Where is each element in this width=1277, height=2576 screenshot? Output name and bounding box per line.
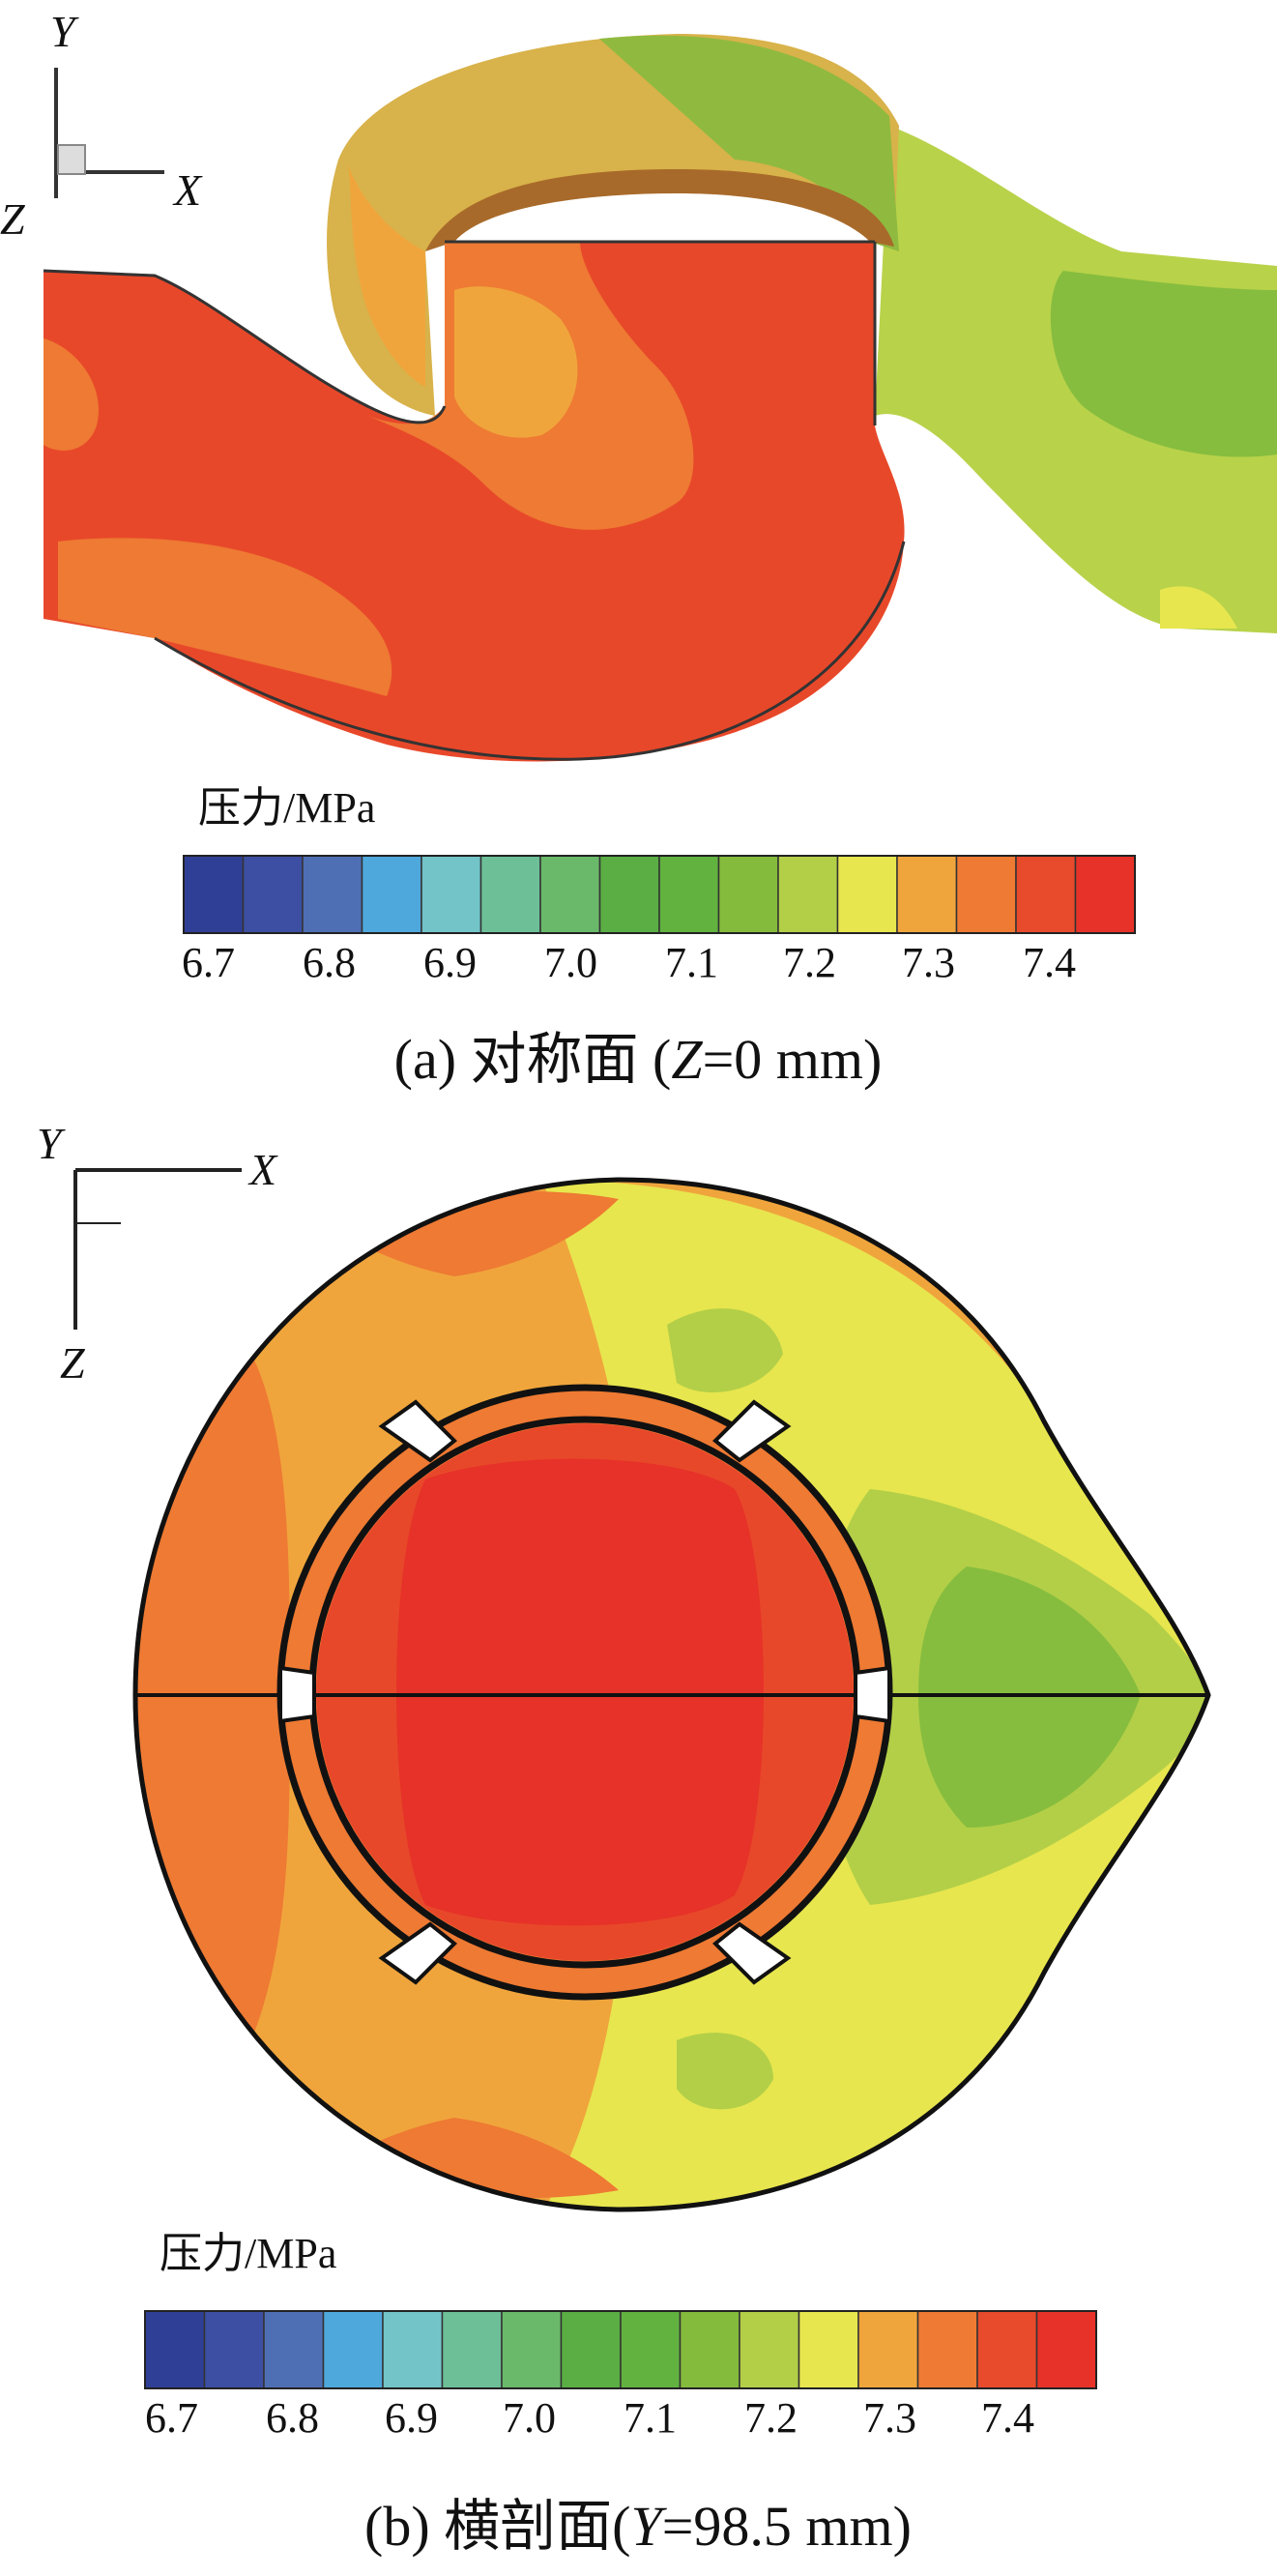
colorbar-a [183, 855, 1136, 934]
tick-a-6-8: 6.8 [303, 939, 356, 986]
caption-a: (a) 对称面 (Z=0 mm) [0, 1006, 1277, 1102]
colorbar-swatch [183, 855, 245, 934]
colorbar-swatch [777, 855, 839, 934]
legend-a: 压力/MPa 6.7 6.8 6.9 7.0 7.1 7.2 7.3 7.4 [0, 774, 1277, 1035]
colorbar-swatch [203, 2310, 265, 2389]
legend-b-svg: 压力/MPa 6.7 6.8 6.9 7.0 7.1 7.2 7.3 7.4 [144, 2230, 1097, 2442]
tick-b-7-2: 7.2 [744, 2394, 798, 2442]
inlet-body-lightorange [454, 286, 578, 438]
colorbar-swatch [322, 2310, 384, 2389]
panel-b-svg: Y X Z [37, 1119, 1211, 2212]
tick-b-7-1: 7.1 [624, 2394, 677, 2442]
axis-triad-b [73, 1168, 242, 1330]
colorbar-swatch [1035, 2310, 1097, 2389]
caption-b-svg: (b) 横剖面(Y=98.5 mm) [364, 2495, 912, 2558]
colorbar-swatch [857, 2310, 919, 2389]
colorbar-frame [183, 855, 1136, 934]
colorbar-swatch [560, 2310, 622, 2389]
panel-b: Y X Z [0, 1112, 1277, 2253]
colorbar-swatch [717, 855, 779, 934]
colorbar-b [144, 2310, 1097, 2389]
colorbar-swatch [501, 2310, 563, 2389]
outlet-channel-shade [1050, 271, 1277, 457]
axis-y-label: Y [50, 7, 79, 56]
volute-shell-orange [348, 164, 425, 387]
tick-a-6-9: 6.9 [423, 939, 477, 986]
colorbar-swatch [382, 2310, 444, 2389]
colorbar-swatch [361, 855, 422, 934]
colorbar-swatch [916, 2310, 978, 2389]
tick-b-6-9: 6.9 [385, 2394, 438, 2442]
colorbar-swatch [539, 855, 601, 934]
colorbar-swatch [658, 855, 720, 934]
legend-b-ticks: 6.7 6.8 6.9 7.0 7.1 7.2 7.3 7.4 [145, 2394, 1034, 2442]
inlet-body-left-patch [44, 338, 99, 451]
tick-b-6-7: 6.7 [145, 2394, 198, 2442]
legend-a-svg: 压力/MPa 6.7 6.8 6.9 7.0 7.1 7.2 7.3 7.4 [182, 784, 1136, 986]
colorbar-swatch [739, 2310, 800, 2389]
colorbar-frame [144, 2310, 1097, 2389]
ring-gaps [278, 1399, 891, 1985]
section-edges-a [43, 240, 906, 761]
colorbar-swatch [598, 855, 660, 934]
legend-b: 压力/MPa 6.7 6.8 6.9 7.0 7.1 7.2 7.3 7.4 [0, 2214, 1277, 2475]
tick-a-7-0: 7.0 [544, 939, 597, 986]
caption-b: (b) 横剖面(Y=98.5 mm) [0, 2475, 1277, 2572]
axis-x-label-b: X [247, 1145, 278, 1194]
tick-a-7-3: 7.3 [902, 939, 955, 986]
tick-b-7-4: 7.4 [981, 2394, 1034, 2442]
volute-shell-green [599, 35, 899, 251]
colorbar-swatch [976, 2310, 1038, 2389]
axis-triad-a [54, 68, 164, 198]
colorbar-swatch [798, 2310, 859, 2389]
colorbar-swatch [441, 2310, 503, 2389]
rotor-rim [425, 169, 894, 251]
colorbar-swatch [955, 855, 1017, 934]
legend-a-title: 压力/MPa [198, 784, 375, 832]
caption-b-text: (b) 横剖面(Y=98.5 mm) [364, 2495, 912, 2558]
colorbar-swatch [679, 2310, 740, 2389]
axis-y-label-b: Y [37, 1119, 66, 1168]
legend-a-ticks: 6.7 6.8 6.9 7.0 7.1 7.2 7.3 7.4 [182, 939, 1076, 986]
tick-a-7-1: 7.1 [665, 939, 718, 986]
colorbar-swatch [1015, 855, 1077, 934]
caption-b-suffix: =98.5 mm) [662, 2495, 912, 2558]
caption-a-text: (a) 对称面 (Z=0 mm) [394, 1028, 883, 1091]
caption-a-var: Z [671, 1028, 703, 1091]
colorbar-swatch [144, 2310, 206, 2389]
colorbar-swatch [421, 855, 482, 934]
axis-z-label-b: Z [60, 1338, 85, 1388]
outlet-yellow-patch [1160, 586, 1237, 629]
colorbar-swatch [263, 2310, 325, 2389]
caption-a-svg: (a) 对称面 (Z=0 mm) [394, 1028, 883, 1091]
volute-cross-section [135, 1180, 1208, 2210]
axis-x-label: X [172, 165, 203, 215]
caption-a-prefix: (a) 对称面 ( [394, 1028, 672, 1091]
colorbar-swatch [896, 855, 958, 934]
caption-b-var: Y [630, 2495, 667, 2558]
colorbar-swatch [479, 855, 541, 934]
colorbar-swatch [1074, 855, 1136, 934]
tick-b-7-3: 7.3 [863, 2394, 916, 2442]
tick-a-7-4: 7.4 [1023, 939, 1076, 986]
colorbar-swatch [302, 855, 363, 934]
panel-a: Y X Z [0, 0, 1277, 1102]
panel-a-svg: Y X Z [0, 7, 1277, 762]
tick-b-7-0: 7.0 [503, 2394, 556, 2442]
tick-a-7-2: 7.2 [783, 939, 836, 986]
colorbar-swatch [242, 855, 304, 934]
axis-z-label: Z [0, 194, 25, 244]
colorbar-swatch [836, 855, 898, 934]
tick-a-6-7: 6.7 [182, 939, 235, 986]
inlet-body-orange-band [58, 538, 392, 696]
legend-b-title: 压力/MPa [160, 2230, 336, 2277]
caption-b-prefix: (b) 横剖面( [364, 2495, 630, 2558]
tick-b-6-8: 6.8 [266, 2394, 319, 2442]
colorbar-swatch [620, 2310, 682, 2389]
caption-a-suffix: =0 mm) [703, 1028, 883, 1091]
